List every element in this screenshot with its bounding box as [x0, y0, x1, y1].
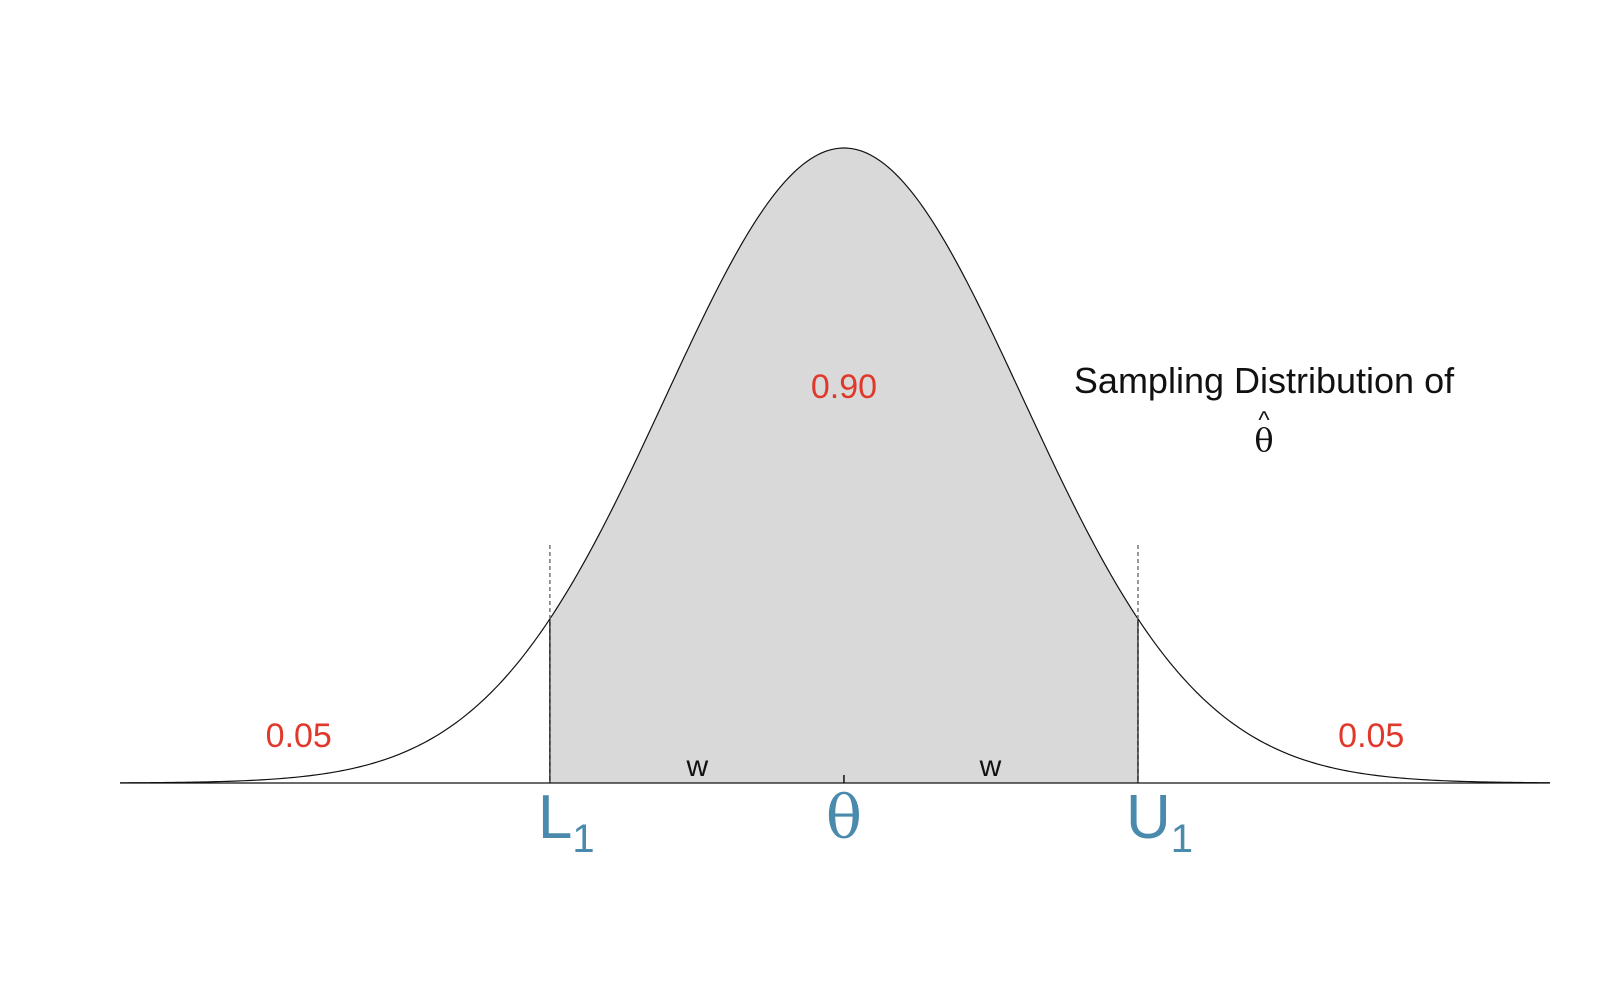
right-half-width-label: w	[979, 750, 1002, 783]
lower-label-subscript: 1	[572, 817, 594, 861]
central-probability-area	[549, 148, 1138, 783]
lower-label-base: L	[538, 783, 572, 852]
left-half-width-label: w	[686, 750, 709, 783]
center-probability-label: 0.90	[811, 368, 877, 406]
upper-label-base: U	[1126, 783, 1171, 852]
center-tick-label: θ	[826, 783, 862, 853]
left-tail-probability-label: 0.05	[266, 717, 332, 755]
curve-label-line-1: Sampling Distribution of	[1074, 360, 1455, 401]
curve-label-theta-hat: θ	[1254, 421, 1273, 459]
density-curve	[119, 147, 1551, 784]
curve-label-hat-accent: ^	[1258, 407, 1270, 434]
upper-label-subscript: 1	[1171, 817, 1193, 861]
right-tail-probability-label: 0.05	[1338, 717, 1404, 755]
upper-bound-tick-label: U1	[1126, 783, 1193, 861]
lower-bound-tick-label: L1	[538, 783, 595, 861]
